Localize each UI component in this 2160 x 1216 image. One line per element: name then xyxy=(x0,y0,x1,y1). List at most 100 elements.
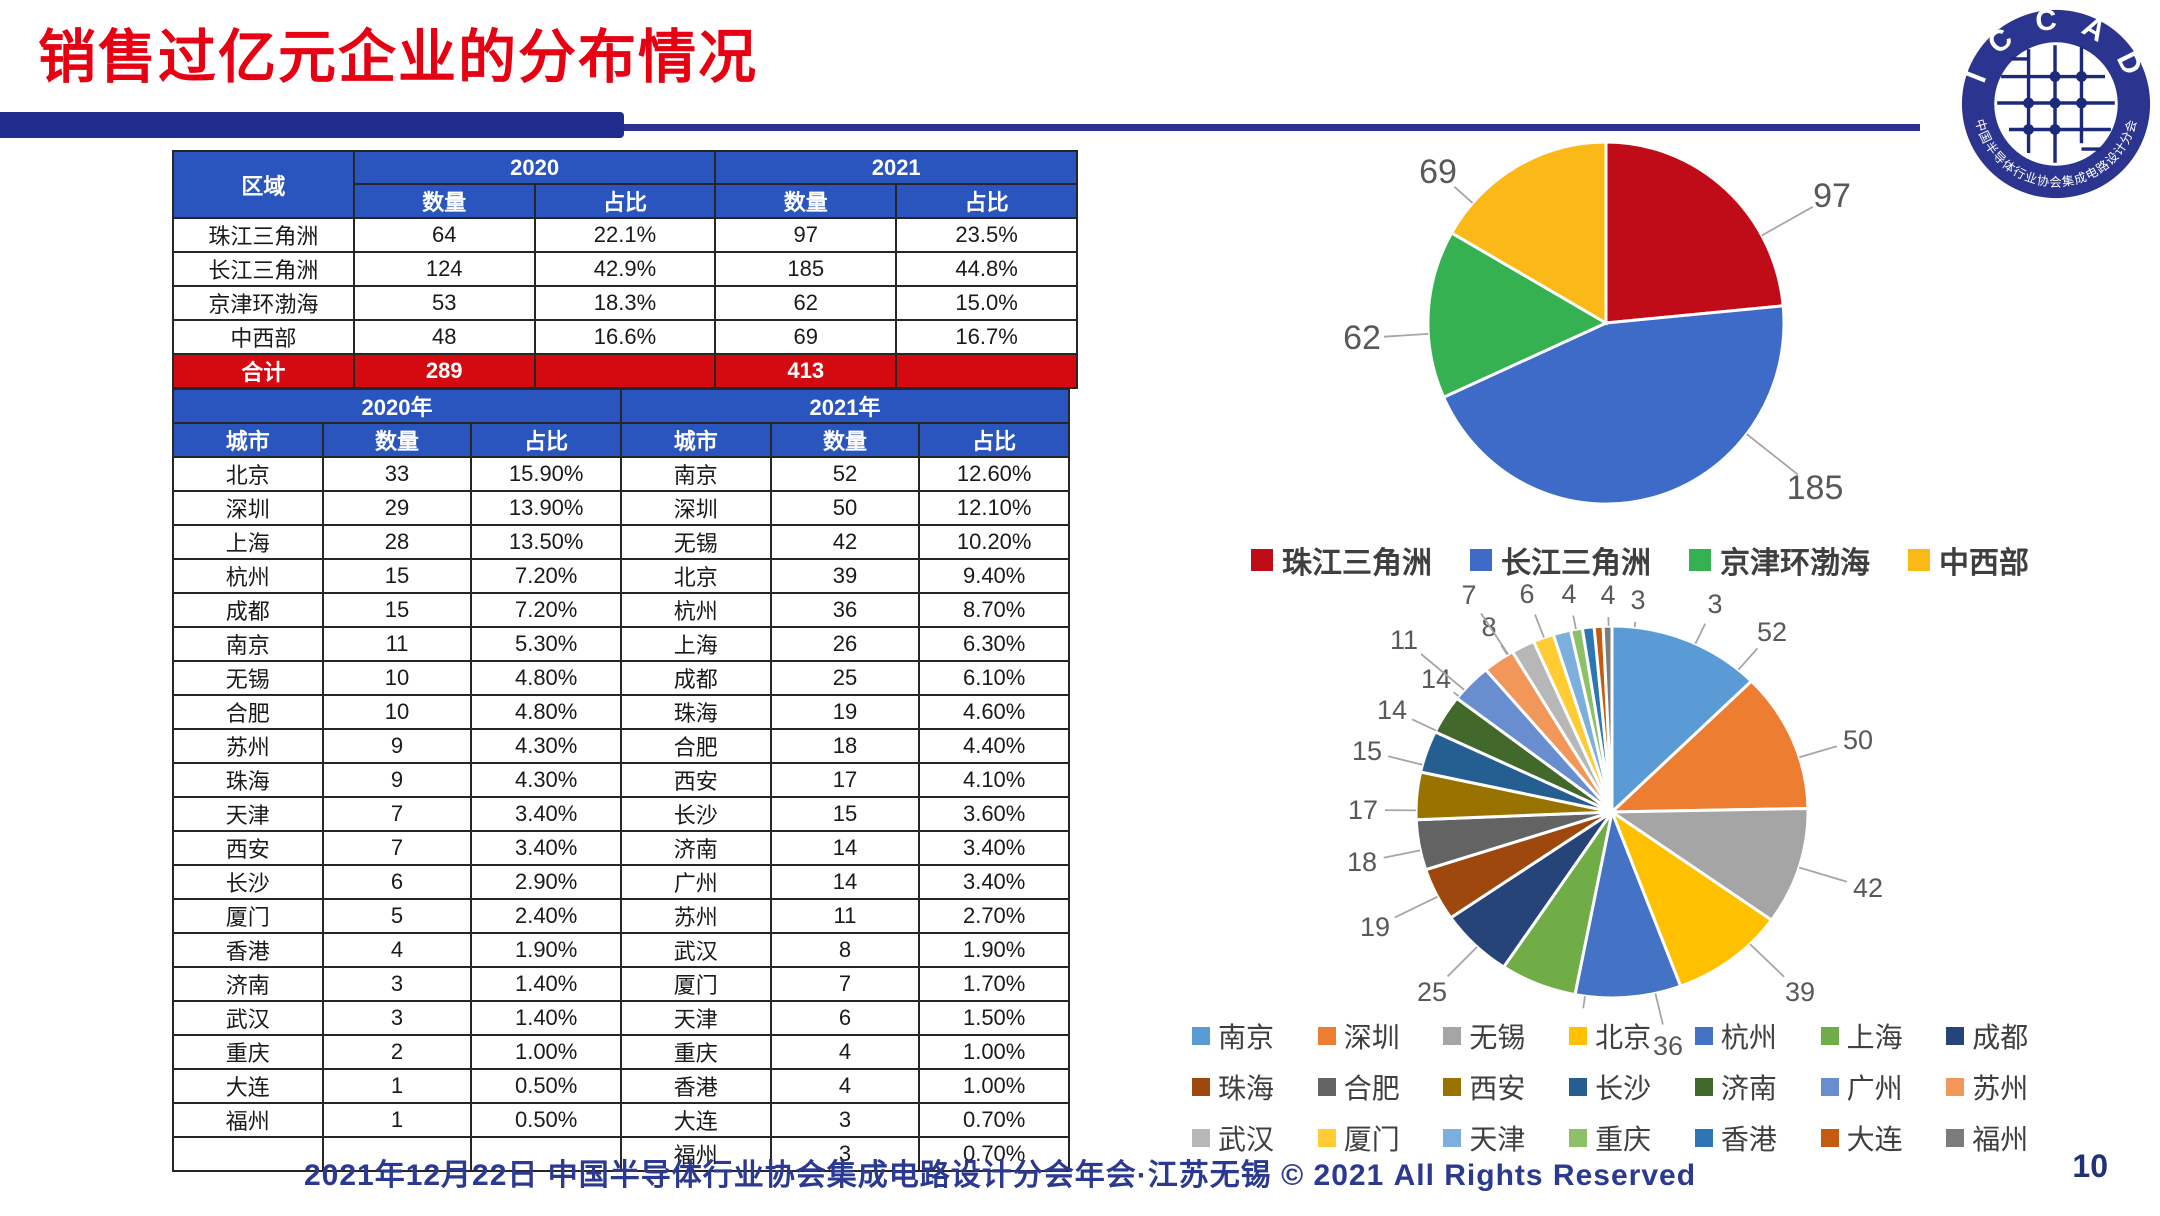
legend-swatch xyxy=(1946,1129,1965,1147)
legend-swatch xyxy=(1192,1078,1210,1096)
table-row: 中西部 48 16.6% 69 16.7% xyxy=(172,319,1078,355)
table-cell: 62 xyxy=(714,285,898,321)
table-cell: 1 xyxy=(321,1068,473,1104)
table-cell: 1 xyxy=(321,1102,473,1138)
table-row: 深圳 29 13.90% 深圳 50 12.10% xyxy=(172,490,1070,526)
table-cell: 1.90% xyxy=(918,932,1070,968)
table-cell: 4.40% xyxy=(918,728,1070,764)
table-cell: 苏州 xyxy=(172,728,324,764)
data-label-福州: 3 xyxy=(1707,589,1722,619)
table-cell: 3 xyxy=(769,1136,921,1172)
table-cell: 97 xyxy=(714,217,898,253)
table-row: 珠海 9 4.30% 西安 17 4.10% xyxy=(172,762,1070,798)
data-label-leader xyxy=(1582,996,1586,1009)
data-label-无锡: 42 xyxy=(1853,873,1883,903)
table-cell: 北京 xyxy=(619,558,772,594)
data-label-杭州: 36 xyxy=(1653,1031,1683,1055)
data-label-中西部: 69 xyxy=(1419,153,1457,191)
table-cell: 珠海 xyxy=(619,694,772,730)
legend-label: 珠江三角洲 xyxy=(1282,547,1432,580)
city-table: 2020年 2021年 城市 数量 占比 城市 数量 占比 北京 33 15.90%… xyxy=(172,388,1071,1172)
table-cell: 16.7% xyxy=(895,319,1078,355)
region-2020-header: 2020 xyxy=(352,150,717,185)
data-label-leader xyxy=(1383,849,1421,859)
table-row: 武汉 3 1.40% 天津 6 1.50% xyxy=(172,1000,1070,1036)
table-cell: 53 xyxy=(352,285,536,321)
table-cell: 23.5% xyxy=(895,217,1078,253)
table-cell: 杭州 xyxy=(619,592,772,628)
table-cell: 厦门 xyxy=(619,966,772,1002)
table-cell: 185 xyxy=(714,251,898,287)
data-label-成都: 25 xyxy=(1417,977,1447,1007)
data-label-leader xyxy=(1480,612,1509,655)
legend-swatch xyxy=(1569,1027,1588,1045)
table-cell: 42 xyxy=(769,524,921,560)
city-header: 城市 xyxy=(172,422,324,458)
table-row: 上海 28 13.50% 无锡 42 10.20% xyxy=(172,524,1070,560)
table-cell: 0.70% xyxy=(918,1102,1070,1138)
table-cell: 13.90% xyxy=(470,490,622,526)
legend-label: 西安 xyxy=(1469,1073,1526,1104)
legend-swatch xyxy=(1317,1129,1336,1147)
table-cell: 14 xyxy=(769,830,921,866)
legend-item-长江三角洲: 长江三角洲 xyxy=(1470,538,1651,582)
data-label-长江三角洲: 185 xyxy=(1787,469,1844,507)
legend-swatch xyxy=(1317,1027,1336,1045)
table-cell: 中西部 xyxy=(172,319,355,355)
pie-slice-杭州 xyxy=(1573,806,1683,1000)
city-header: 城市 xyxy=(619,422,772,458)
table-cell: 武汉 xyxy=(172,1000,324,1036)
data-label-leader xyxy=(1411,718,1437,732)
data-label-香港: 4 xyxy=(1600,580,1615,610)
legend-swatch xyxy=(1569,1078,1588,1096)
table-cell: 4 xyxy=(321,932,473,968)
table-cell: 4.80% xyxy=(470,694,622,730)
table-cell: 12.10% xyxy=(918,490,1070,526)
data-label-厦门: 7 xyxy=(1461,580,1476,610)
legend-item-厦门: 厦门 xyxy=(1317,1118,1444,1158)
table-cell: 33 xyxy=(321,456,473,492)
table-cell: 大连 xyxy=(619,1102,772,1138)
legend-item-福州: 福州 xyxy=(1946,1118,2072,1158)
table-cell: 3.40% xyxy=(918,864,1070,900)
table-cell: 1.00% xyxy=(918,1068,1070,1104)
table-cell: 3 xyxy=(321,966,473,1002)
table-cell: 天津 xyxy=(172,796,324,832)
pie-slice-南京 xyxy=(1610,624,1754,816)
data-label-北京: 39 xyxy=(1785,977,1815,1007)
table-cell: 2.70% xyxy=(918,898,1070,934)
data-label-leader xyxy=(1534,614,1545,638)
table-cell: 4.80% xyxy=(470,660,622,696)
data-label-leader xyxy=(1453,691,1460,697)
table-cell: 42.9% xyxy=(533,251,717,287)
legend-item-成都: 成都 xyxy=(1946,1016,2072,1056)
table-row: 福州 3 0.70% xyxy=(172,1136,1070,1172)
table-row: 京津环渤海 53 18.3% 62 15.0% xyxy=(172,285,1078,321)
table-row: 西安 7 3.40% 济南 14 3.40% xyxy=(172,830,1070,866)
table-cell: 4.10% xyxy=(918,762,1070,798)
pie-slice-深圳 xyxy=(1608,679,1810,814)
table-cell: 44.8% xyxy=(895,251,1078,287)
share-header: 占比 xyxy=(533,183,717,219)
table-cell: 64 xyxy=(352,217,536,253)
legend-item-苏州: 苏州 xyxy=(1946,1067,2072,1107)
table-cell: 0.70% xyxy=(918,1136,1070,1172)
data-label-深圳: 50 xyxy=(1843,725,1873,755)
table-cell: 29 xyxy=(321,490,473,526)
data-label-京津环渤海: 62 xyxy=(1343,319,1381,357)
table-cell: 大连 xyxy=(172,1068,324,1104)
data-label-珠海: 19 xyxy=(1360,912,1390,942)
table-cell: 15 xyxy=(321,558,473,594)
legend-item-深圳: 深圳 xyxy=(1317,1016,1444,1056)
legend-label: 北京 xyxy=(1595,1022,1652,1053)
table-cell xyxy=(470,1136,622,1172)
table-cell: 4.30% xyxy=(470,728,622,764)
legend-item-珠江三角洲: 珠江三角洲 xyxy=(1251,538,1432,582)
table-cell: 合计 xyxy=(172,353,355,389)
legend-swatch xyxy=(1820,1078,1839,1096)
table-cell: 22.1% xyxy=(533,217,717,253)
legend-item-杭州: 杭州 xyxy=(1694,1016,1821,1056)
table-cell: 苏州 xyxy=(619,898,772,934)
table-row: 合计 289 413 xyxy=(172,353,1078,389)
legend-swatch xyxy=(1470,549,1492,571)
